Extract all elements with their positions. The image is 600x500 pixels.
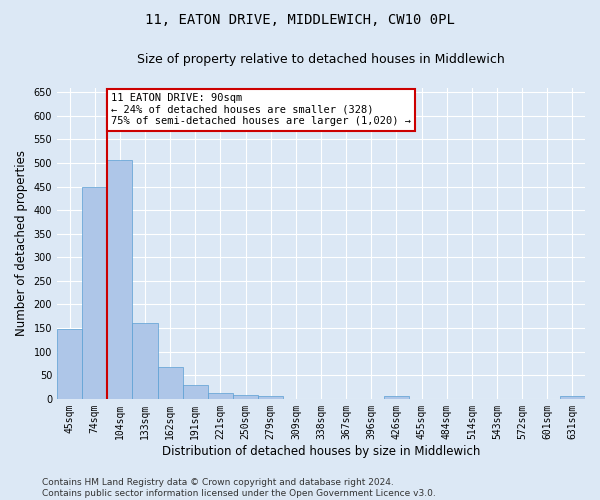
Bar	[107, 160, 133, 399]
Bar	[384, 396, 409, 399]
Bar	[258, 396, 283, 399]
Text: Contains HM Land Registry data © Crown copyright and database right 2024.
Contai: Contains HM Land Registry data © Crown c…	[42, 478, 436, 498]
Text: 11, EATON DRIVE, MIDDLEWICH, CW10 0PL: 11, EATON DRIVE, MIDDLEWICH, CW10 0PL	[145, 12, 455, 26]
Bar	[158, 367, 183, 399]
Bar	[57, 329, 82, 399]
X-axis label: Distribution of detached houses by size in Middlewich: Distribution of detached houses by size …	[162, 444, 480, 458]
Bar	[82, 186, 107, 399]
Bar	[560, 396, 585, 399]
Title: Size of property relative to detached houses in Middlewich: Size of property relative to detached ho…	[137, 52, 505, 66]
Text: 11 EATON DRIVE: 90sqm
← 24% of detached houses are smaller (328)
75% of semi-det: 11 EATON DRIVE: 90sqm ← 24% of detached …	[111, 93, 411, 126]
Bar	[233, 394, 258, 399]
Bar	[183, 384, 208, 399]
Bar	[133, 324, 158, 399]
Bar	[208, 392, 233, 399]
Y-axis label: Number of detached properties: Number of detached properties	[15, 150, 28, 336]
